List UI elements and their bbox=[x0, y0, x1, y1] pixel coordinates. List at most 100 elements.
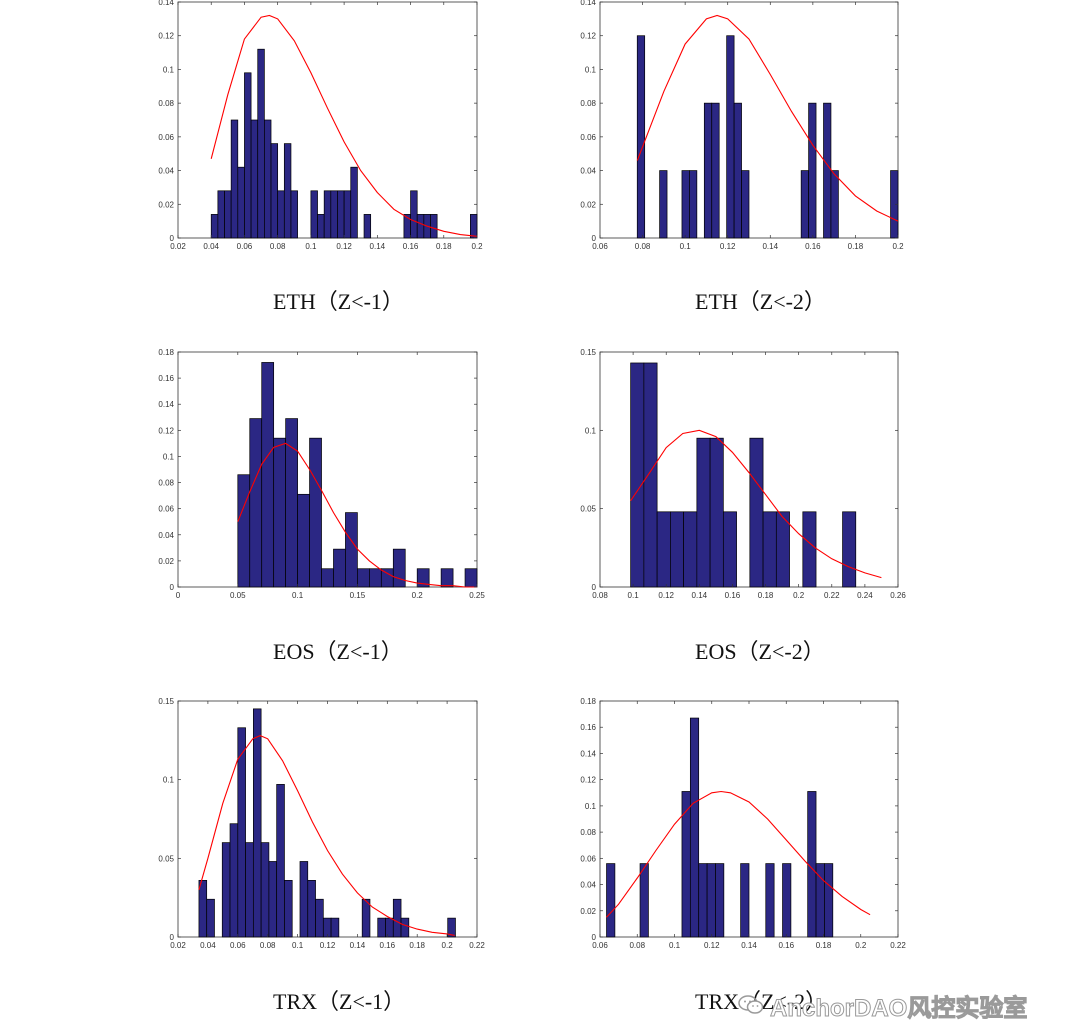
x-tick-label: 0.22 bbox=[824, 591, 840, 600]
x-tick-label: 0.08 bbox=[629, 941, 645, 950]
x-tick-label: 0 bbox=[176, 591, 181, 600]
watermark: AnchorDAO风控实验室 bbox=[738, 988, 1068, 1022]
y-tick-label: 0.12 bbox=[158, 426, 174, 435]
histogram-bar bbox=[268, 861, 278, 938]
histogram-bar bbox=[698, 863, 708, 938]
histogram-bar bbox=[762, 511, 777, 588]
y-tick-label: 0.1 bbox=[585, 426, 597, 435]
histogram-bar bbox=[206, 898, 215, 938]
caption-trx-z1: TRX（Z<-1） bbox=[273, 989, 406, 1014]
x-tick-label: 0.12 bbox=[336, 242, 352, 251]
y-tick-label: 0.06 bbox=[580, 854, 596, 863]
y-tick-label: 0.02 bbox=[158, 200, 174, 209]
histogram-bar bbox=[706, 863, 716, 938]
histogram-bar bbox=[198, 880, 208, 938]
x-tick-label: 0.14 bbox=[741, 941, 757, 950]
histogram-bar bbox=[345, 512, 358, 588]
histogram-bar bbox=[297, 493, 310, 588]
histogram-bar bbox=[683, 511, 698, 588]
y-tick-label: 0.06 bbox=[158, 133, 174, 142]
x-tick-label: 0.08 bbox=[270, 242, 286, 251]
y-tick-label: 0.18 bbox=[580, 697, 596, 706]
histogram-bar bbox=[709, 437, 724, 588]
y-tick-label: 0.02 bbox=[158, 557, 174, 566]
histogram-bar bbox=[630, 362, 645, 588]
histogram-bar bbox=[749, 437, 764, 588]
x-tick-label: 0.14 bbox=[762, 242, 778, 251]
x-tick-label: 0.1 bbox=[669, 941, 681, 950]
y-tick-label: 0.08 bbox=[580, 99, 596, 108]
histogram-bar bbox=[782, 863, 792, 938]
chart-3: 0.08 0.1 0.12 0.14 0.16 0.18 0.2 0.22 0.24 0.26 0 0… bbox=[580, 348, 906, 600]
y-tick-label: 0.18 bbox=[158, 348, 174, 357]
histogram-bar bbox=[726, 35, 735, 239]
histogram-bar bbox=[330, 917, 340, 938]
histogram-bar bbox=[337, 190, 345, 239]
y-tick-label: 0.1 bbox=[163, 776, 175, 785]
x-tick-label: 0.18 bbox=[816, 941, 832, 950]
x-tick-label: 0.22 bbox=[890, 941, 906, 950]
y-tick-label: 0.14 bbox=[158, 400, 174, 409]
y-tick-label: 0.14 bbox=[580, 0, 596, 7]
y-tick-label: 0.06 bbox=[158, 505, 174, 514]
histogram-bar bbox=[284, 880, 293, 938]
y-tick-label: 0 bbox=[170, 583, 175, 592]
fitted-curve bbox=[210, 14, 478, 237]
x-tick-label: 0.22 bbox=[469, 941, 485, 950]
x-tick-label: 0.24 bbox=[857, 591, 873, 600]
x-tick-label: 0.26 bbox=[890, 591, 906, 600]
x-tick-label: 0.02 bbox=[170, 941, 186, 950]
x-tick-label: 0.1 bbox=[680, 242, 692, 251]
histogram-bar bbox=[606, 863, 616, 938]
x-tick-label: 0.08 bbox=[592, 591, 608, 600]
histogram-bar bbox=[643, 362, 658, 588]
histogram-bar bbox=[237, 474, 251, 588]
histogram-bar bbox=[410, 190, 418, 239]
histogram-bar bbox=[343, 190, 352, 239]
x-tick-label: 0.06 bbox=[237, 242, 253, 251]
x-tick-label: 0.12 bbox=[704, 941, 720, 950]
y-tick-label: 0.06 bbox=[580, 133, 596, 142]
y-tick-label: 0.12 bbox=[158, 32, 174, 41]
histogram-bar bbox=[270, 143, 279, 239]
x-tick-label: 0.2 bbox=[471, 242, 483, 251]
histogram-bar bbox=[696, 437, 711, 588]
histogram-bar bbox=[363, 214, 372, 239]
y-tick-label: 0.1 bbox=[585, 65, 597, 74]
histogram-bar bbox=[800, 170, 809, 239]
chart-2: 0 0.05 0.1 0.15 0.2 0.25 0 0.02 0.04 0.06 0.08 0.1 0… bbox=[158, 348, 485, 600]
y-tick-label: 0.05 bbox=[158, 854, 174, 863]
histogram-bar bbox=[307, 880, 316, 938]
histogram-bar bbox=[385, 917, 394, 938]
fitted-curve bbox=[636, 14, 899, 222]
histogram-bar bbox=[715, 863, 725, 938]
histogram-bar bbox=[740, 863, 750, 938]
histogram-bar bbox=[290, 190, 298, 239]
histogram-bar bbox=[210, 214, 219, 239]
x-tick-label: 0.12 bbox=[320, 941, 336, 950]
histogram-bar bbox=[261, 362, 275, 588]
histogram-bar bbox=[309, 437, 322, 588]
x-tick-label: 0.15 bbox=[350, 591, 366, 600]
histogram-bar bbox=[273, 437, 286, 588]
histogram-bar bbox=[824, 863, 834, 938]
x-tick-label: 0.16 bbox=[778, 941, 794, 950]
caption-eth-z2: ETH（Z<-2） bbox=[695, 289, 826, 314]
x-tick-label: 0.06 bbox=[230, 941, 246, 950]
histogram-bar bbox=[807, 791, 817, 938]
histogram-bar bbox=[681, 170, 690, 239]
x-tick-label: 0.1 bbox=[292, 941, 304, 950]
histogram-bar bbox=[659, 170, 668, 239]
y-tick-label: 0 bbox=[592, 234, 597, 243]
histogram-bar bbox=[741, 170, 750, 239]
x-tick-label: 0.1 bbox=[292, 591, 304, 600]
histogram-bar bbox=[310, 190, 318, 239]
y-tick-label: 0.04 bbox=[158, 531, 174, 540]
x-tick-label: 0.14 bbox=[370, 242, 386, 251]
histogram-bar bbox=[260, 842, 270, 938]
histogram-bar bbox=[245, 842, 254, 938]
histogram-bar bbox=[244, 72, 252, 239]
y-tick-label: 0 bbox=[170, 234, 175, 243]
histogram-bar bbox=[350, 166, 358, 239]
histogram-bar bbox=[470, 214, 478, 239]
